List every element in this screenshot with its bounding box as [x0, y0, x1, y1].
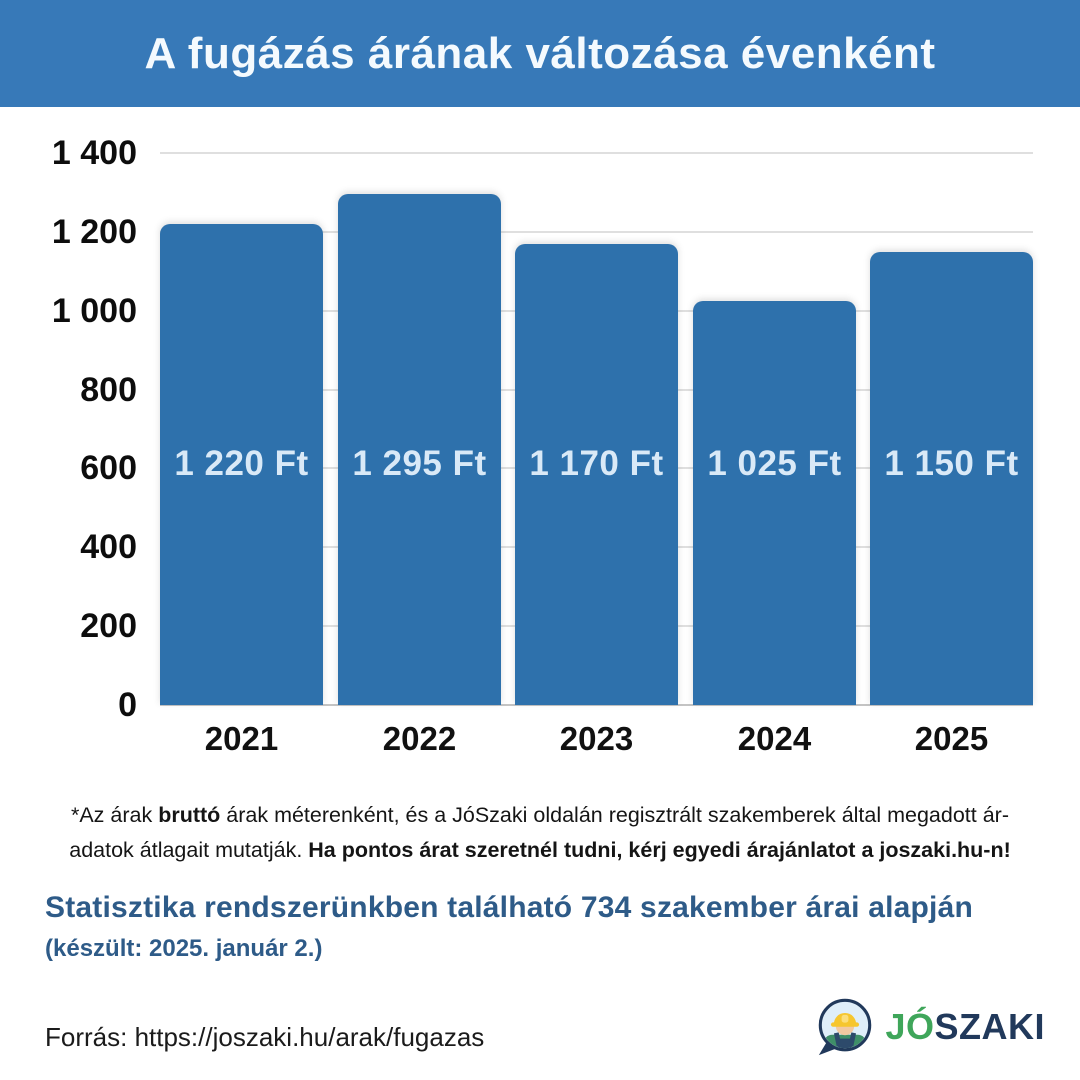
joszaki-logo: JÓ SZAKI [814, 996, 1045, 1058]
header-banner: A fugázás árának változása évenként [0, 0, 1080, 107]
y-axis-label: 800 [80, 370, 137, 409]
y-axis-label: 1 000 [51, 291, 137, 330]
x-axis-label: 2025 [914, 720, 989, 757]
x-axis-label: 2021 [204, 720, 279, 757]
bar-2024 [693, 301, 856, 705]
gridline-1400 [160, 152, 1033, 154]
joszaki-logo-text: JÓ SZAKI [885, 1006, 1045, 1048]
footnote-line-1: *Az árak bruttó árak méterenként, és a J… [70, 803, 1010, 827]
x-axis-label: 2023 [559, 720, 634, 757]
bar-value-label: 1 170 Ft [529, 444, 664, 483]
y-axis-label: 1 200 [51, 212, 137, 251]
bar-chart: 0 200 400 600 800 1 000 1 200 1 400 1 220 Ft 1 2… [0, 107, 1080, 767]
x-axis-label: 2022 [382, 720, 457, 757]
bar-2025 [870, 252, 1033, 705]
footnote-line-2: adatok átlagait mutatják. Ha pontos árat… [69, 837, 1011, 862]
bar-2021 [160, 224, 323, 705]
bar-value-label: 1 220 Ft [174, 444, 309, 483]
x-axis-label: 2024 [737, 720, 812, 757]
y-axis-label: 400 [80, 528, 137, 567]
gridline-1200 [160, 230, 1033, 233]
bar-value-label: 1 150 Ft [884, 444, 1019, 483]
logo-text-szaki: SZAKI [934, 1006, 1045, 1047]
source-url: Forrás: https://joszaki.hu/arak/fugazas [45, 1022, 485, 1052]
chart-title: A fugázás árának változása évenként [144, 28, 936, 78]
bar-2023 [515, 244, 678, 705]
y-axis-label: 600 [80, 449, 137, 488]
bar-value-label: 1 295 Ft [352, 444, 487, 483]
statistics-note: Statisztika rendszerünkben található 734… [45, 891, 973, 963]
statistics-date: (készült: 2025. január 2.) [45, 935, 323, 962]
y-axis-label: 0 [118, 686, 137, 724]
y-axis-label: 200 [80, 607, 137, 646]
footnote: *Az árak bruttó árak méterenként, és a J… [0, 798, 1080, 868]
logo-text-jo: JÓ [885, 1006, 935, 1047]
y-axis-label: 1 400 [51, 134, 137, 172]
gridline-0 [160, 704, 1033, 706]
statistics-headline: Statisztika rendszerünkben található 734… [45, 891, 973, 924]
bar-2022 [338, 194, 501, 705]
joszaki-logo-icon [819, 998, 872, 1056]
bar-value-label: 1 025 Ft [707, 444, 842, 483]
plot-area: 1 220 Ft 1 295 Ft 1 170 Ft 1 025 Ft 1 150 Ft [160, 152, 1033, 706]
